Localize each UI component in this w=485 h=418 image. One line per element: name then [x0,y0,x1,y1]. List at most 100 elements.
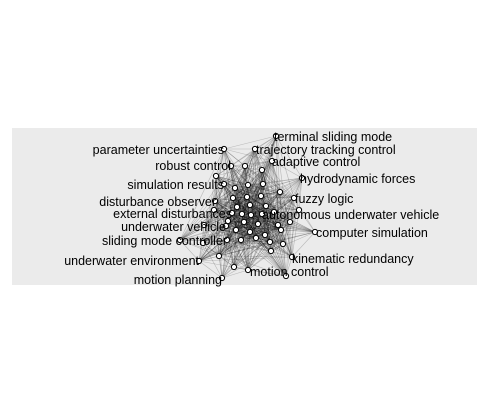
edge [215,175,238,208]
edge [254,135,277,150]
edge [243,221,266,236]
edge [244,165,267,207]
edge [226,239,272,252]
edge [250,214,316,233]
edge [179,239,287,277]
edge [179,165,232,241]
edge [236,184,249,208]
edge [227,220,279,226]
node [215,252,223,260]
edge [203,220,229,226]
edge [213,187,236,211]
edge [261,209,300,215]
edge [223,160,273,185]
edge [233,223,259,268]
edge [243,197,295,223]
edge [249,148,256,206]
edge [257,211,275,225]
edge [202,213,243,244]
edge [218,221,245,257]
edge [232,183,264,199]
edge [275,135,303,179]
edge [214,200,228,241]
edge [254,148,295,199]
edge [254,148,263,171]
edge [257,183,264,225]
edge [225,225,282,231]
edge [275,135,281,193]
edge [226,165,246,241]
labeled-node [268,157,276,165]
edge [285,221,291,277]
edge [254,148,262,197]
edge [271,160,303,179]
edge [255,221,291,239]
labeled-node [228,209,236,217]
labeled-node [244,266,252,274]
edge [234,187,249,271]
edge [261,169,266,236]
node-layer [176,132,319,282]
edge [234,135,277,189]
edge [202,239,228,244]
edge [213,206,238,211]
edge [231,212,287,277]
edge [270,231,316,252]
edge [271,160,281,193]
edge [223,148,256,185]
edge [262,183,271,243]
edge [225,225,235,268]
edge [261,191,281,215]
edge [261,213,287,277]
edge [232,191,281,199]
edge [241,165,246,215]
node-label: motion planning [134,273,222,287]
edge [254,148,275,213]
edge [223,183,238,208]
edge [277,177,303,226]
edge [231,160,273,214]
edge [285,256,293,277]
edge [244,165,295,199]
edge [214,200,229,222]
edge [270,197,295,252]
edge [214,177,303,202]
labeled-node [227,162,235,170]
node [295,206,303,214]
edge [250,214,272,252]
edge [202,242,272,252]
edge [234,187,252,216]
node [233,203,241,211]
edge [227,220,282,231]
edge [250,214,282,231]
edge [243,221,271,243]
edge [257,191,281,225]
edge [235,229,271,243]
edge [249,231,272,252]
edge [218,213,263,257]
edge [247,234,266,271]
edge [235,229,293,258]
edge [202,229,237,244]
edge [264,234,284,245]
edge [227,220,284,245]
edge [261,213,284,245]
edge [269,231,316,243]
edge [226,195,262,241]
edge [223,165,246,185]
edge [203,224,249,271]
edge [221,229,237,279]
edge [202,160,273,244]
edge [249,231,284,245]
edge [270,177,303,252]
edge [213,209,266,236]
edge [203,224,228,241]
edge [257,177,303,225]
edge [257,223,316,233]
edge [243,213,263,223]
edge [269,224,279,243]
edge [261,213,291,223]
edge [198,260,223,279]
edge [226,177,303,241]
edge [231,212,316,233]
